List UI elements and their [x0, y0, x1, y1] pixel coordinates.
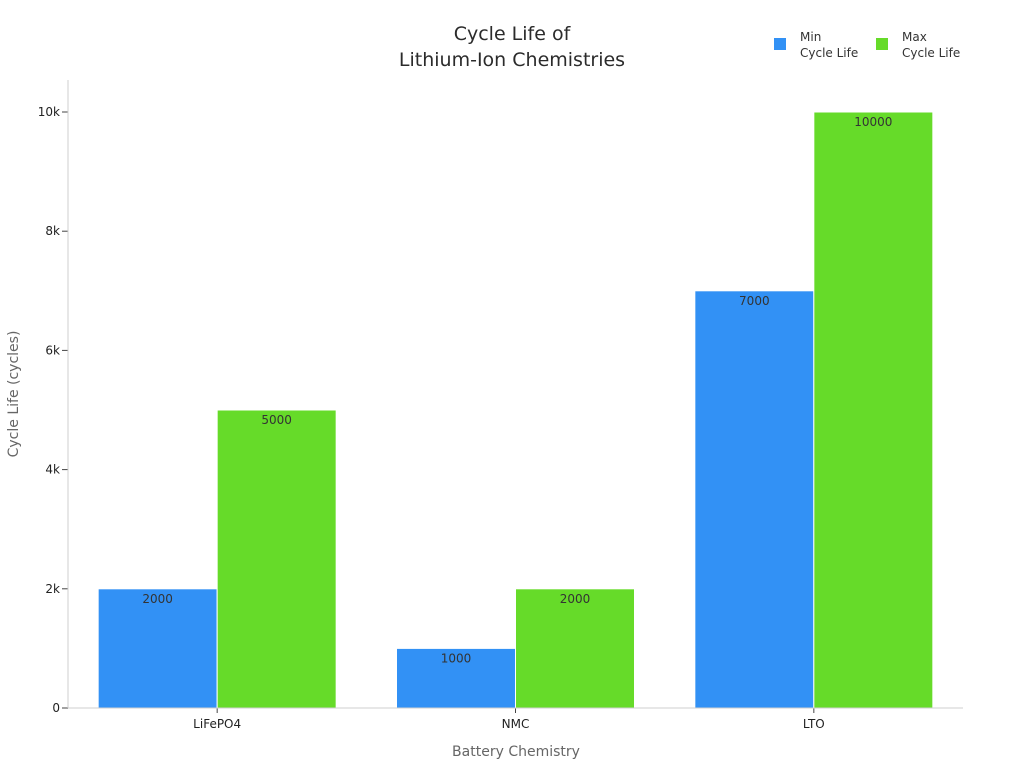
data-label: 2000: [142, 592, 173, 606]
legend-swatch-min: [774, 38, 786, 50]
bar-max: [515, 588, 635, 709]
data-label: 7000: [739, 294, 770, 308]
data-label: 5000: [261, 413, 292, 427]
chart-title-line-2: Lithium-Ion Chemistries: [399, 49, 625, 71]
legend-label-min-line-2: Cycle Life: [800, 46, 858, 60]
data-label: 1000: [441, 651, 472, 665]
legend-label-min-line-1: Min: [800, 30, 821, 44]
y-axis-title: Cycle Life (cycles): [6, 331, 22, 458]
legend-swatch-max: [876, 38, 888, 50]
y-tick-label: 6k: [45, 343, 60, 357]
x-tick-label: NMC: [502, 717, 530, 731]
chart-title-line-1: Cycle Life of: [454, 23, 572, 45]
x-tick-label: LiFePO4: [193, 717, 241, 731]
legend: Min Cycle Life Max Cycle Life: [774, 30, 960, 60]
x-axis-title: Battery Chemistry: [452, 744, 580, 760]
legend-label-max-line-2: Cycle Life: [902, 46, 960, 60]
data-label: 2000: [560, 592, 591, 606]
data-label: 10000: [854, 115, 892, 129]
legend-label-max-line-1: Max: [902, 30, 927, 44]
y-tick-label: 2k: [45, 582, 60, 596]
bar-min: [694, 290, 815, 709]
y-tick-label: 8k: [45, 224, 60, 238]
bar-min: [97, 588, 218, 709]
y-tick-label: 0: [52, 701, 60, 715]
plot-area: 0 2k 4k 6k 8k 10k 2000 5000 LiFePO4 1000 2000 NMC 70…: [38, 105, 934, 731]
x-tick-label: LTO: [803, 717, 825, 731]
bar-max: [216, 409, 337, 709]
y-tick-label: 10k: [38, 105, 60, 119]
bar-max: [813, 111, 934, 709]
y-tick-label: 4k: [45, 463, 60, 477]
